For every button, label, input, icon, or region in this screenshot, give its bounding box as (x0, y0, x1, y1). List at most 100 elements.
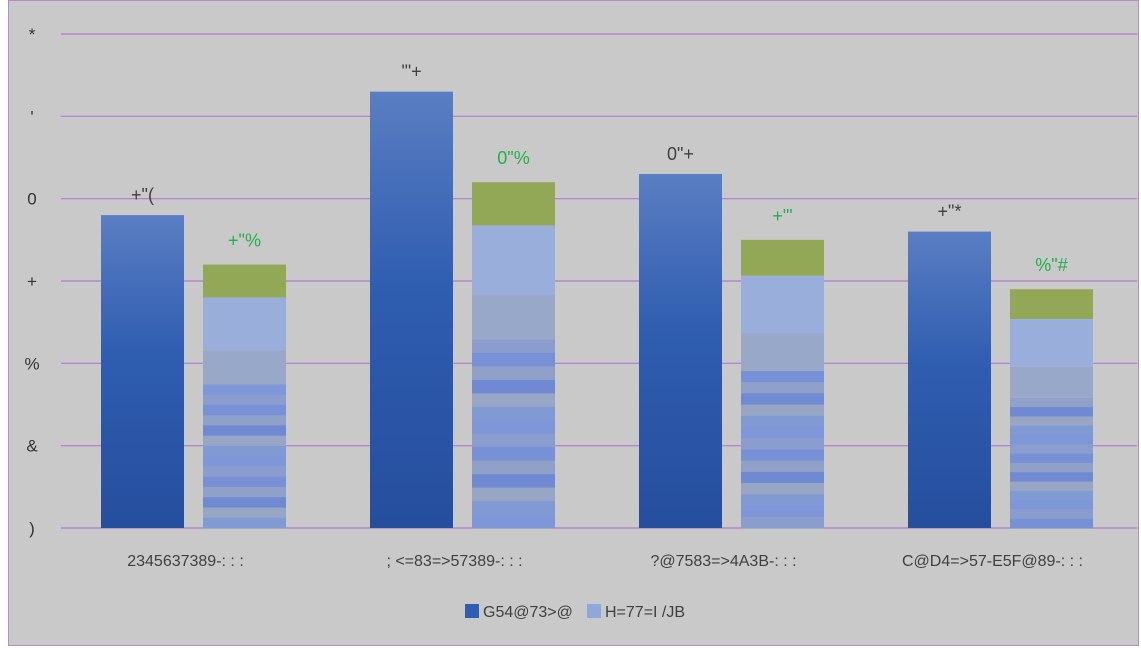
bar-stripe (1010, 509, 1093, 520)
bar-segment (741, 275, 824, 334)
legend-swatch-series-1 (465, 604, 479, 618)
chart-frame: ) &% +0 ' * +"( +"% '"+ 0"% 0"+ +"' +"* %"# 2345637… (8, 0, 1139, 646)
bar-stripe (472, 501, 555, 516)
bar-segment (1010, 319, 1093, 367)
data-label-series-2: +"% (228, 231, 261, 251)
bar-stripe (472, 406, 555, 421)
legend-swatch-series-2 (587, 604, 601, 618)
bar-segment (472, 294, 555, 340)
bar-stripe (1010, 481, 1093, 492)
y-tick-label: % (24, 354, 39, 373)
bar-stripe (741, 494, 824, 507)
bar-stripe (741, 505, 824, 518)
data-label-series-1: '"+ (401, 62, 421, 82)
bar-series-1 (639, 173, 722, 528)
bar-stripe (741, 460, 824, 473)
data-label-series-1: +"( (131, 185, 154, 205)
bar-cap (203, 264, 286, 298)
bar-stripe (203, 456, 286, 467)
bar-stripe (1010, 518, 1093, 529)
bar-stripe (1010, 425, 1093, 436)
bar-stripe (1010, 397, 1093, 408)
bar-cap (1010, 289, 1093, 320)
legend-label-series-2: H=77=I /JB (605, 604, 685, 621)
bar-stripe (203, 425, 286, 437)
bar-series-2 (203, 264, 286, 529)
bar-stripe (1010, 490, 1093, 501)
bar-stripe (203, 507, 286, 519)
y-tick-label: + (27, 272, 37, 291)
bar-cap (472, 182, 555, 226)
bar-series-2 (741, 239, 824, 529)
bar-stripe (472, 420, 555, 435)
bar-stripe (203, 517, 286, 529)
x-category-label: C@D4=>57-E5F@89-: : : (902, 553, 1083, 570)
bar-stripe (203, 466, 286, 478)
x-category-label: ; <=83=>57389-: : : (386, 553, 522, 570)
bar-stripe (1010, 500, 1093, 510)
bar-stripe (741, 483, 824, 495)
bar-stripe (472, 474, 555, 489)
bar-stripe (741, 382, 824, 394)
bar-stripe (741, 516, 824, 529)
y-tick-label: ' (30, 107, 33, 126)
bar-stripe (1010, 444, 1093, 455)
bar-stripe (741, 449, 824, 462)
data-label-series-2: +"' (772, 206, 792, 226)
bar-stripe (1010, 453, 1093, 464)
bar-stripe (472, 460, 555, 475)
bar-stripe (741, 415, 824, 428)
bar-stripe (203, 497, 286, 508)
y-tick-label: & (26, 437, 38, 456)
data-label-series-1: 0"+ (667, 144, 694, 164)
bar-segment (203, 297, 286, 351)
bar-stripe (472, 487, 555, 502)
bar-stripe (203, 445, 286, 457)
bar-stripe (1010, 472, 1093, 483)
bar-stripe (1010, 462, 1093, 473)
bar-stripe (741, 471, 824, 484)
bar-series-2 (472, 182, 555, 529)
bar-segment (1010, 366, 1093, 398)
bar-segment (472, 225, 555, 295)
bar-stripe (472, 339, 555, 354)
bar-stripe (472, 514, 555, 529)
bar-stripe (203, 435, 286, 447)
bar-segment (741, 333, 824, 371)
bar-stripe (741, 404, 824, 417)
bar-stripe (203, 404, 286, 416)
bar-stripe (472, 433, 555, 448)
bar-stripe (472, 447, 555, 462)
bar-cap (741, 239, 824, 276)
bar-stripe (1010, 416, 1093, 427)
bar-series-1 (101, 215, 184, 528)
x-category-label: ?@7583=>4A3B-: : : (650, 553, 796, 570)
bar-series-1 (370, 91, 453, 528)
bar-stripe (741, 393, 824, 406)
bar-stripe (741, 427, 824, 439)
y-tick-label: 0 (27, 190, 36, 209)
y-tick-label: ) (29, 519, 35, 538)
bar-stripe (1010, 435, 1093, 445)
x-category-label: 2345637389-: : : (127, 553, 244, 570)
bar-series-2 (1010, 289, 1093, 529)
bar-stripe (1010, 407, 1093, 417)
bar-series-1 (908, 231, 991, 528)
bar-stripe (203, 394, 286, 406)
bar-stripe (203, 384, 286, 396)
bar-stripe (741, 370, 824, 383)
data-label-series-1: +"* (938, 202, 962, 222)
bar-stripe (203, 486, 286, 498)
bar-stripe (472, 393, 555, 408)
data-label-series-2: 0"% (497, 148, 529, 168)
bar-stripe (472, 379, 555, 394)
bar-stripe (741, 438, 824, 450)
bar-stripe (472, 353, 555, 367)
bar-stripe (203, 415, 286, 426)
bar-segment (203, 350, 286, 385)
y-tick-label: * (29, 25, 36, 44)
legend-label-series-1: G54@73>@ (483, 604, 573, 621)
bar-stripe (472, 366, 555, 381)
data-label-series-2: %"# (1035, 255, 1067, 275)
bar-stripe (203, 476, 286, 488)
